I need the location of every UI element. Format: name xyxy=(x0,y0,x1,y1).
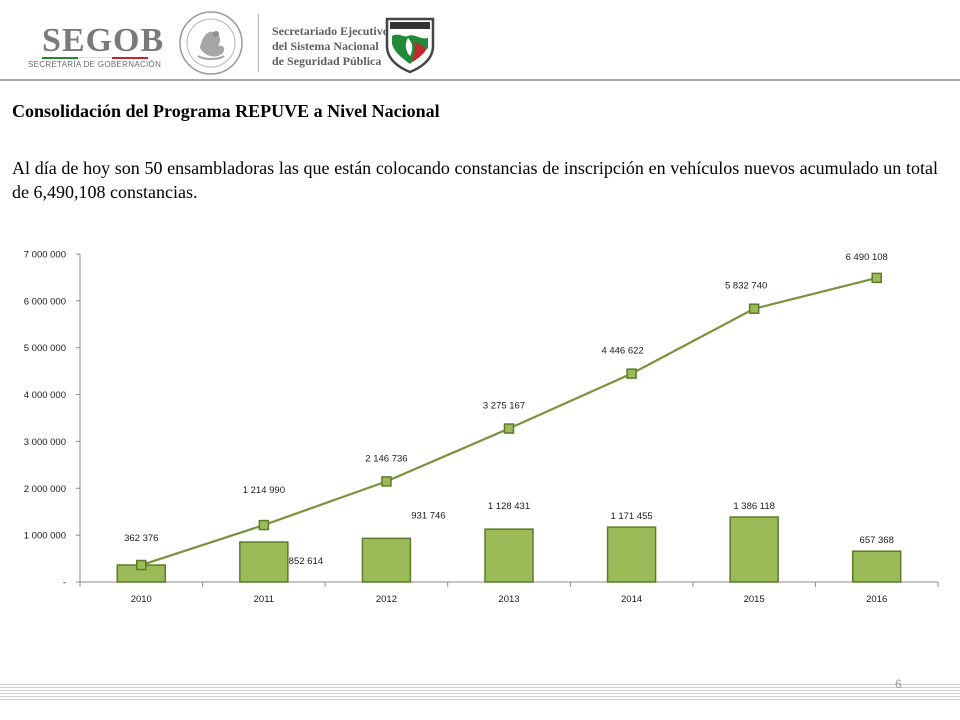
y-tick-label: 5 000 000 xyxy=(24,343,66,354)
y-tick-label: - xyxy=(63,578,66,589)
line-marker xyxy=(626,368,637,379)
bar xyxy=(606,526,657,583)
x-tick-label: 2010 xyxy=(131,594,152,605)
line-marker xyxy=(381,476,392,487)
line-marker xyxy=(503,423,515,434)
x-tick-label: 2011 xyxy=(254,594,274,605)
bar-value-label: 852 614 xyxy=(289,556,323,567)
line-value-label: 362 376 xyxy=(124,533,158,544)
data-labels: 362 376 1 214 990 2 146 736 3 275 167 4 446 … xyxy=(124,252,894,567)
y-tick-label: 1 000 000 xyxy=(24,531,66,542)
line-marker xyxy=(136,559,147,571)
y-tick-label: 7 000 000 xyxy=(24,250,66,261)
secretariat-name: Secretariado Ejecutivo del Sistema Nacio… xyxy=(272,24,389,69)
header-divider xyxy=(258,14,259,72)
page-number: 6 xyxy=(895,677,902,691)
cumulative-line-series xyxy=(136,272,882,571)
chart-axes: - 1 000 000 2 000 000 3 000 000 4 000 000 5 0… xyxy=(24,250,939,605)
bar-value-label: 1 386 118 xyxy=(733,501,775,512)
line-value-label: 2 146 736 xyxy=(365,453,407,464)
x-tick-label: 2013 xyxy=(498,594,519,605)
x-tick-label: 2016 xyxy=(866,594,887,605)
repuve-chart: - 1 000 000 2 000 000 3 000 000 4 000 000 5 0… xyxy=(24,250,939,605)
x-tick-label: 2012 xyxy=(376,594,397,605)
line-marker xyxy=(748,303,760,314)
y-tick-label: 3 000 000 xyxy=(24,437,66,448)
national-seal-icon xyxy=(179,11,243,75)
header: SEGOB SECRETARÍA DE GOBERNACIÓN Secretar… xyxy=(0,0,960,81)
bar-series xyxy=(116,516,902,583)
line-value-label: 4 446 622 xyxy=(601,346,643,357)
line-value-label: 3 275 167 xyxy=(483,401,525,412)
bar xyxy=(851,550,902,583)
summary-paragraph: Al día de hoy son 50 ensambladoras las q… xyxy=(12,158,938,202)
bar-value-label: 931 746 xyxy=(411,510,445,521)
segob-logo-subtitle: SECRETARÍA DE GOBERNACIÓN xyxy=(28,60,162,69)
flag-stripe-white xyxy=(78,57,112,60)
security-shield-icon xyxy=(385,17,435,74)
y-tick-label: 4 000 000 xyxy=(24,390,66,401)
flag-stripe-red xyxy=(112,57,148,59)
segob-logo-text: SEGOB xyxy=(42,22,165,59)
bar-value-label: 1 128 431 xyxy=(488,501,530,512)
line-marker xyxy=(258,519,270,531)
line-value-label: 6 490 108 xyxy=(846,252,888,263)
secretariat-line-2: del Sistema Nacional xyxy=(272,39,379,53)
x-tick-label: 2014 xyxy=(621,594,642,605)
flag-stripe-green xyxy=(42,57,78,59)
y-tick-label: 2 000 000 xyxy=(24,484,66,495)
bar xyxy=(484,528,534,583)
slide-title: Consolidación del Programa REPUVE a Nive… xyxy=(12,101,440,121)
line-marker xyxy=(871,272,882,284)
bar xyxy=(239,541,289,583)
bar xyxy=(729,516,779,583)
bar-value-label: 657 368 xyxy=(860,535,894,546)
bar xyxy=(361,537,412,583)
footer-rules xyxy=(0,684,960,702)
header-rule xyxy=(0,79,960,81)
x-tick-label: 2015 xyxy=(744,594,765,605)
y-tick-label: 6 000 000 xyxy=(24,296,66,307)
segob-logo: SEGOB SECRETARÍA DE GOBERNACIÓN xyxy=(28,22,163,72)
bar-value-label: 1 171 455 xyxy=(610,511,652,522)
line-value-label: 1 214 990 xyxy=(243,485,285,496)
secretariat-line-3: de Seguridad Pública xyxy=(272,54,382,68)
secretariat-line-1: Secretariado Ejecutivo xyxy=(272,24,389,38)
line-value-label: 5 832 740 xyxy=(725,281,767,292)
